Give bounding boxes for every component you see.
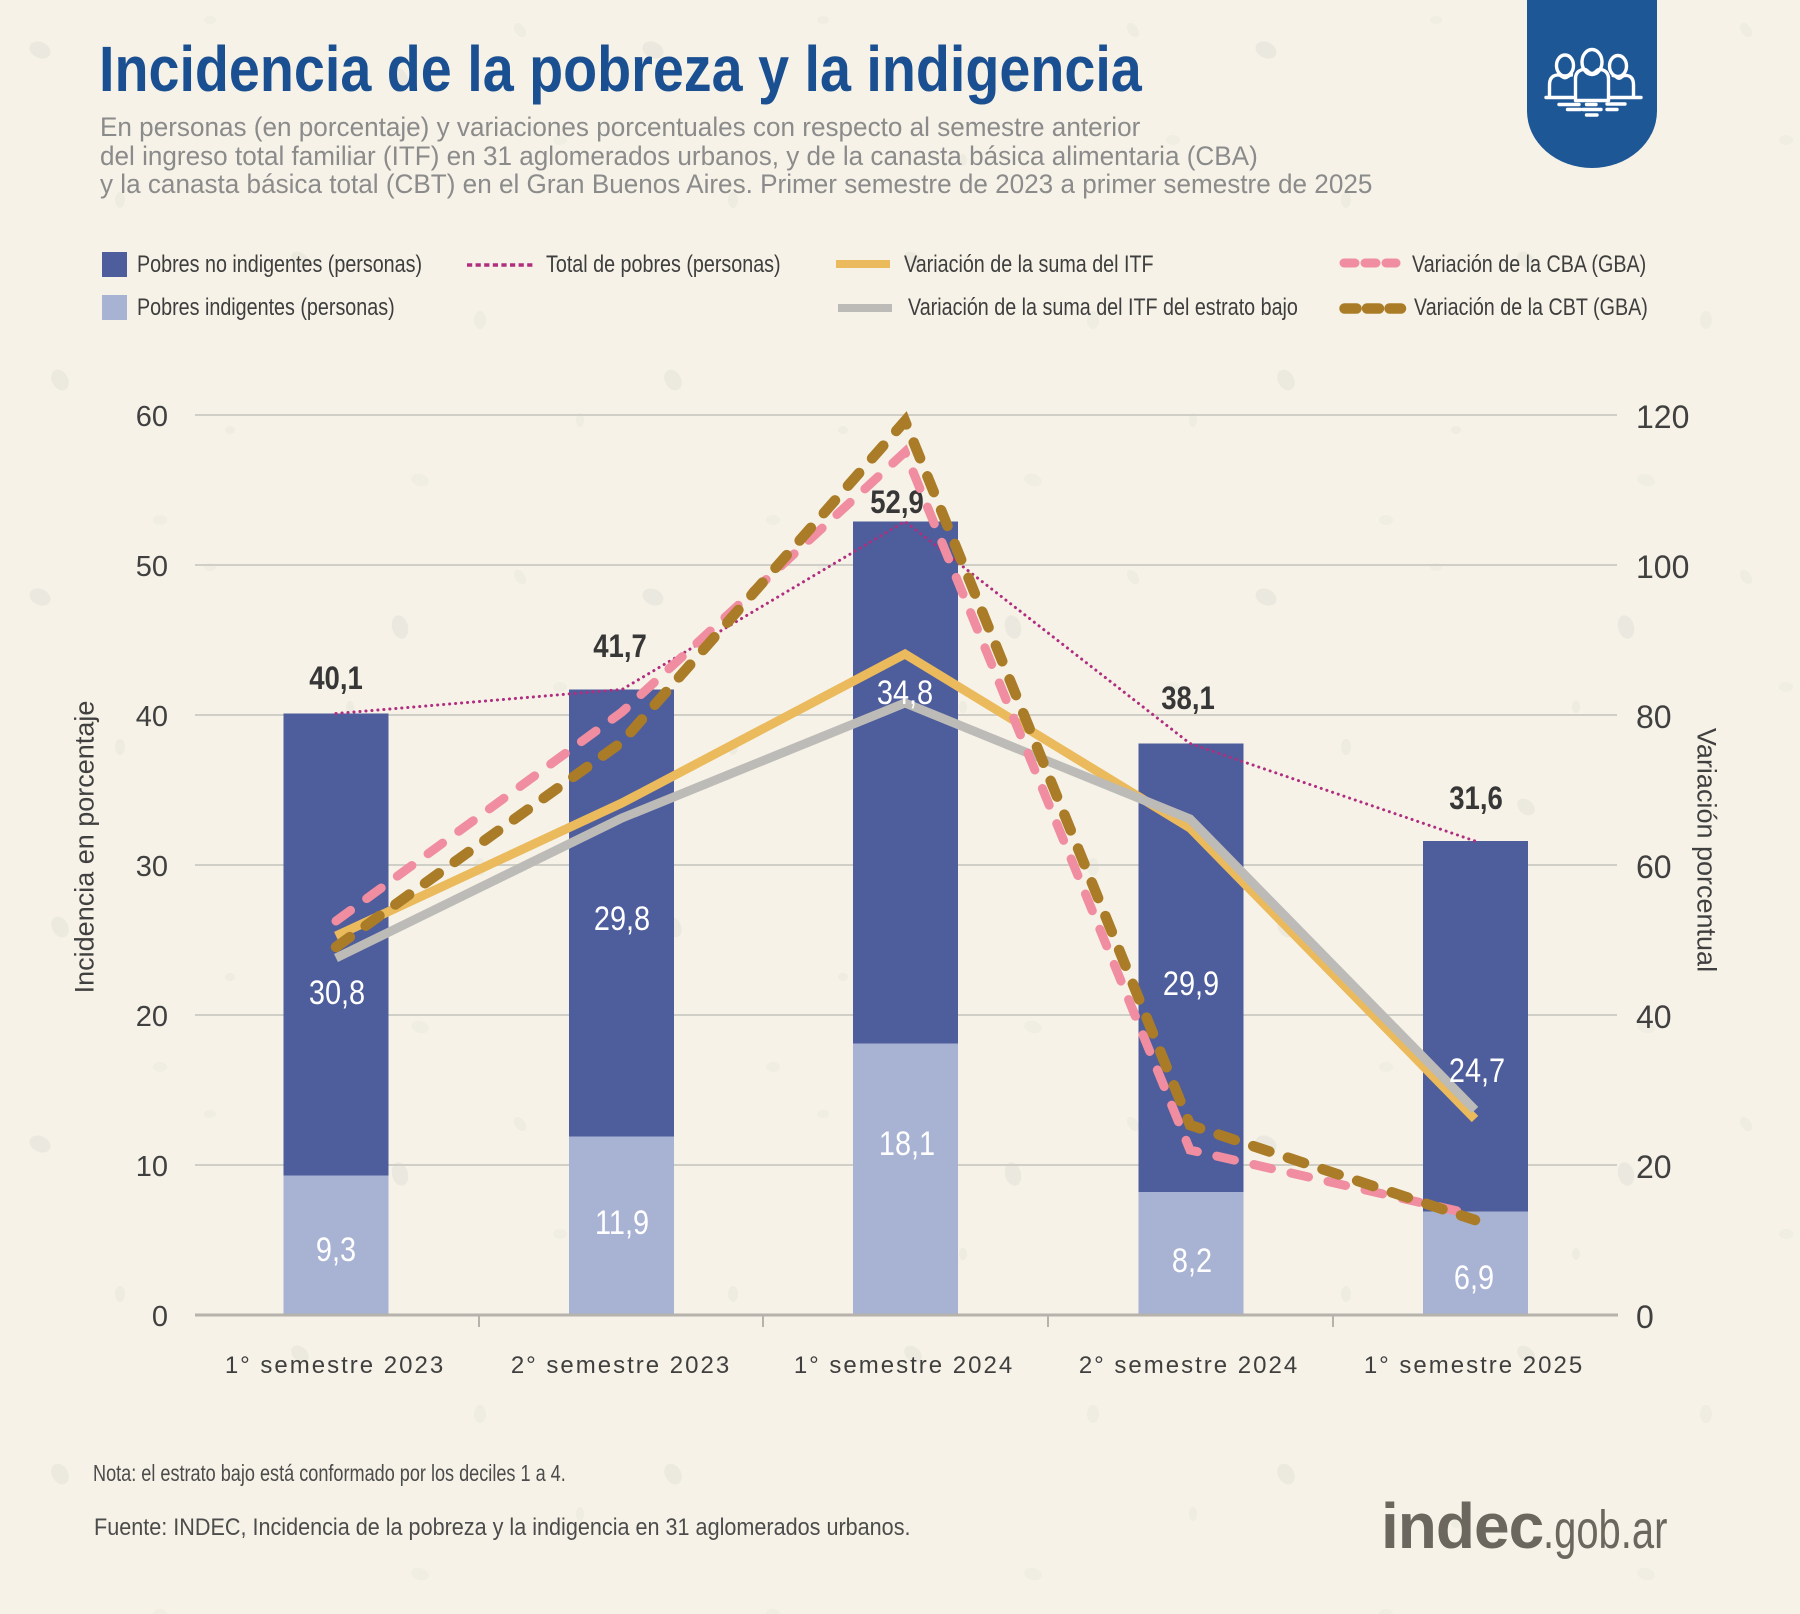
svg-text:6,9: 6,9 <box>1454 1258 1494 1297</box>
svg-text:24,7: 24,7 <box>1449 1051 1505 1090</box>
svg-text:31,6: 31,6 <box>1449 781 1503 816</box>
svg-text:18,1: 18,1 <box>879 1124 935 1163</box>
svg-text:9,3: 9,3 <box>316 1230 356 1269</box>
svg-text:41,7: 41,7 <box>593 629 647 664</box>
svg-text:30,8: 30,8 <box>309 973 365 1012</box>
svg-text:11,9: 11,9 <box>595 1203 649 1242</box>
svg-text:29,9: 29,9 <box>1163 964 1219 1003</box>
svg-text:29,8: 29,8 <box>594 899 650 938</box>
svg-text:38,1: 38,1 <box>1161 681 1215 716</box>
svg-text:52,9: 52,9 <box>870 485 924 520</box>
svg-text:40,1: 40,1 <box>309 661 363 696</box>
svg-text:34,8: 34,8 <box>877 673 933 712</box>
svg-text:8,2: 8,2 <box>1172 1241 1212 1280</box>
